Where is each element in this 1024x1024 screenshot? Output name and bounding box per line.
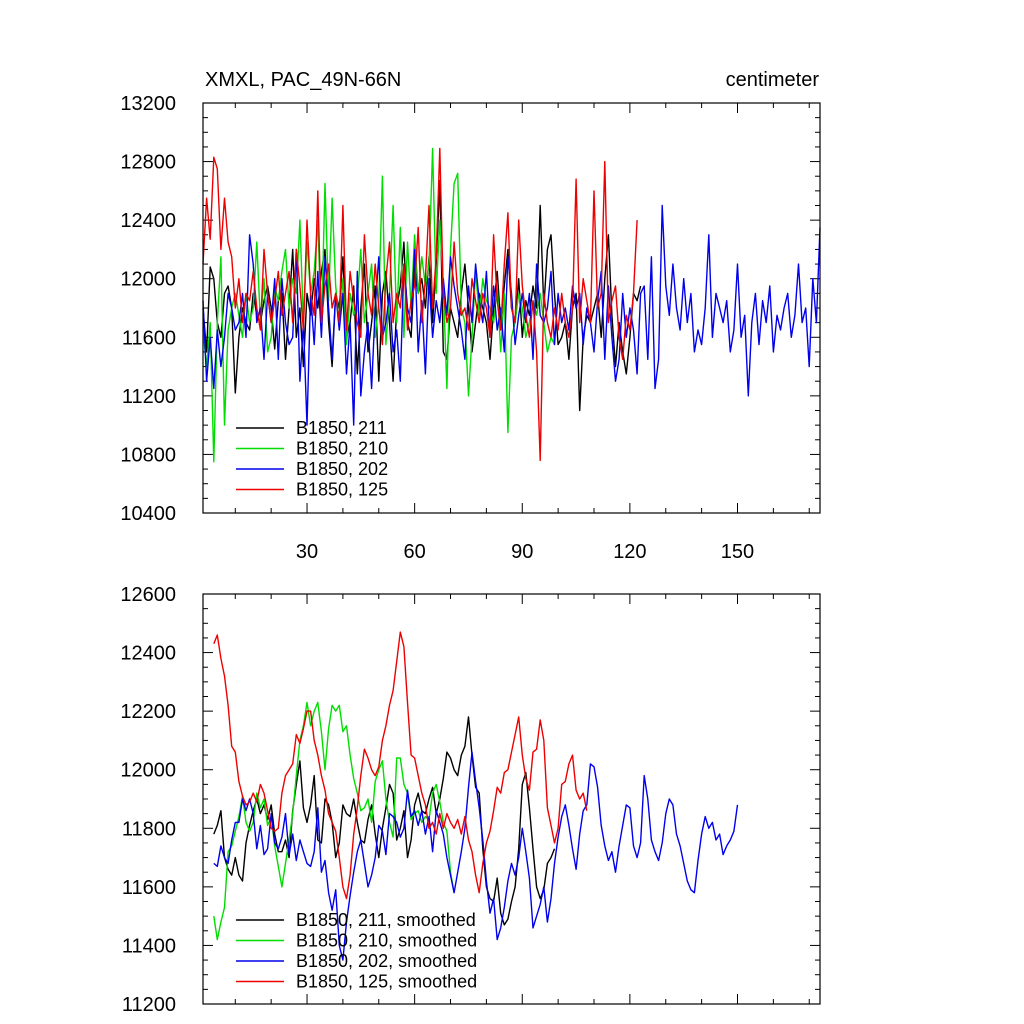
top-plot-frame: [202, 102, 821, 514]
top-panel: XMXL, PAC_49N-66N centimeter 10400 10800 1…: [120, 69, 821, 563]
legend-label-3: B1850, 125, smoothed: [296, 972, 477, 992]
legend-label-2: B1850, 202, smoothed: [296, 951, 477, 971]
y-tick-label: 11200: [122, 994, 176, 1016]
y-tick-label: 12600: [120, 584, 176, 606]
x-tick-label: 120: [613, 541, 646, 563]
y-tick-label: 12000: [120, 760, 176, 782]
x-tick-label: 30: [296, 541, 318, 563]
y-tick-label: 12000: [120, 269, 176, 291]
top-chart-title: XMXL, PAC_49N-66N: [205, 69, 401, 91]
y-tick-label: 12400: [120, 210, 176, 232]
bottom-plot-frame: [202, 593, 821, 1005]
y-tick-label: 12200: [120, 701, 176, 723]
y-tick-label: 10400: [120, 503, 176, 525]
y-tick-label: 11800: [122, 818, 176, 840]
series-line-0: [202, 179, 642, 412]
y-tick-label: 12800: [120, 152, 176, 174]
series-line-1: [213, 701, 455, 941]
y-tick-label: 11200: [122, 386, 176, 408]
y-tick-label: 12400: [120, 643, 176, 665]
x-tick-label: 150: [721, 541, 754, 563]
y-tick-label: 13200: [120, 93, 176, 115]
legend-label-0: B1850, 211, smoothed: [296, 910, 476, 930]
legend-label-2: B1850, 202: [296, 459, 388, 479]
y-tick-label: 11600: [122, 327, 176, 349]
bottom-panel: 11200 11400 11600 11800 12000 12200 12400 12600…: [120, 584, 821, 1016]
x-tick-label: 90: [511, 541, 533, 563]
series-line-3: [213, 631, 588, 900]
y-tick-label: 11400: [122, 935, 176, 957]
legend-label-0: B1850, 211: [296, 418, 387, 438]
legend-label-3: B1850, 125: [296, 480, 388, 500]
series-line-2: [213, 751, 739, 961]
y-tick-label: 10800: [120, 444, 176, 466]
series-line-3: [202, 147, 638, 461]
top-chart-units: centimeter: [726, 69, 820, 91]
y-tick-label: 11600: [122, 877, 176, 899]
x-tick-label: 60: [404, 541, 426, 563]
legend-label-1: B1850, 210: [296, 439, 388, 459]
legend-label-1: B1850, 210, smoothed: [296, 931, 477, 951]
series-line-0: [213, 716, 556, 926]
